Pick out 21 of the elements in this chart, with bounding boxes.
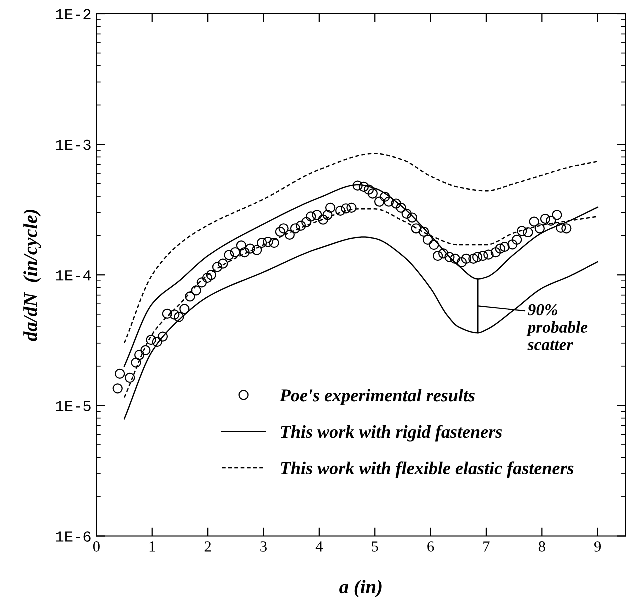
x-tick-label: 6: [428, 542, 434, 552]
x-tick-label: 0: [93, 542, 100, 552]
legend-label: Poe's experimental results: [280, 389, 475, 406]
y-tick-label: 1E-5: [56, 401, 91, 412]
annotation: 90% probable scatter: [526, 304, 588, 350]
y-tick-label: 1E-3: [56, 140, 91, 150]
x-tick-label: 4: [316, 542, 324, 552]
x-tick-label: 2: [204, 542, 212, 552]
x-tick-label: 7: [484, 542, 490, 552]
y-tick-label: 1E-6: [56, 532, 91, 542]
x-tick-label: 3: [260, 542, 267, 552]
x-tick-label: 9: [594, 542, 602, 552]
y-tick-label: 1E-2: [56, 9, 91, 20]
legend-label: This work with rigid fasteners: [281, 425, 502, 442]
y-tick-label: 1E-4: [56, 270, 92, 281]
x-axis-title: a (in): [340, 580, 382, 598]
x-tick-label: 8: [538, 542, 546, 552]
x-tick-label: 1: [150, 542, 156, 552]
legend-label: This work with flexible elastic fasteners: [281, 462, 574, 478]
y-axis-title: da/dN (in/cycle): [24, 210, 42, 342]
x-tick-label: 5: [372, 542, 378, 552]
